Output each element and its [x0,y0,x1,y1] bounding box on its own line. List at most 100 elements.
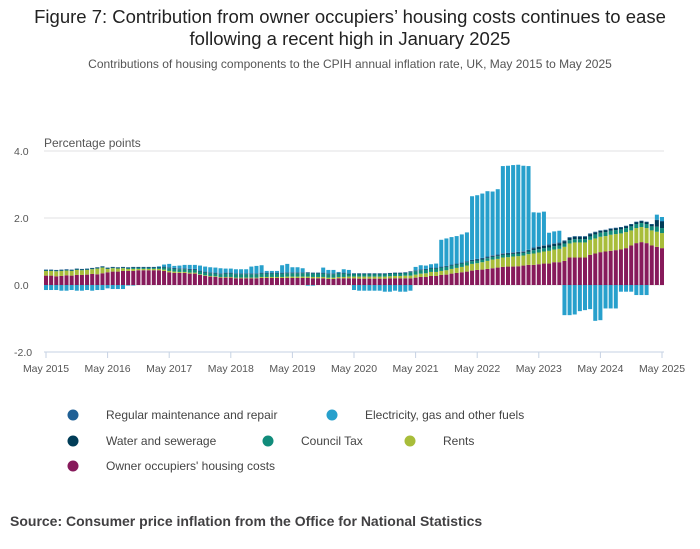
legend-item[interactable]: Water and sewerage [67,434,217,448]
bar-segment [59,270,64,276]
bar-segment [213,276,218,285]
bar-segment [588,239,593,255]
bar-segment [577,236,582,237]
bar-segment [203,271,208,273]
bar-segment [598,236,603,253]
bar-segment [613,227,618,229]
bar-segment [362,273,367,275]
bar-segment [305,273,310,277]
bar-segment [79,268,84,270]
bar-segment [583,285,587,311]
bar-segment [156,266,161,267]
bar-segment [403,272,408,274]
bar-segment [198,274,202,285]
bar-segment [64,270,69,276]
bar-segment [613,230,618,235]
bar-segment [198,265,202,271]
bar-segment [79,274,84,285]
bar-segment [593,253,598,285]
bar-segment [336,271,341,273]
bar-segment [434,275,439,285]
bar-segment [100,273,105,285]
bar-segment [352,278,356,285]
bar-segment [439,270,444,275]
bar-segment [506,253,510,255]
bar-segment [608,230,613,235]
bar-segment [115,267,120,269]
bar-segment [547,245,552,248]
bar-segment [126,270,131,285]
bar-segment [511,266,516,285]
bar-segment [557,243,562,246]
bar-segment [64,275,69,285]
bar-segment [223,268,228,273]
bar-segment [531,212,536,248]
bar-segment [136,267,141,268]
bar-segment [95,267,100,269]
bar-segment [541,245,546,249]
bar-segment [300,277,305,285]
bar-segment [367,276,372,279]
legend-item[interactable]: Owner occupiers' housing costs [67,459,276,473]
bar-segment [305,272,310,273]
bar-segment [249,273,254,274]
legend-item[interactable]: Regular maintenance and repair [67,408,278,422]
bar-segment [613,234,618,251]
bar-segment [105,267,110,269]
bar-segment [198,270,202,272]
bar-segment [239,277,244,279]
bar-segment [644,243,649,286]
bar-segment [275,276,279,278]
bar-segment [310,272,315,274]
bar-segment [167,267,172,268]
bar-segment [598,232,603,237]
bar-segment [352,285,356,291]
bar-segment [264,270,269,273]
bar-segment [362,278,367,285]
bar-segment [531,250,536,254]
bar-segment [172,272,177,285]
bar-segment [162,269,167,271]
bar-segment [187,269,192,270]
bar-segment [464,261,469,262]
bar-segment [90,285,95,291]
legend-item[interactable]: Council Tax [262,434,363,448]
bar-segment [521,252,526,256]
bar-segment [413,277,418,285]
bar-segment [74,269,79,275]
bar-segment [352,273,356,274]
bar-segment [275,277,279,285]
bar-segment [583,236,587,237]
bar-segment [618,227,623,230]
legend-item[interactable]: Electricity, gas and other fuels [326,408,525,422]
bar-segment [413,270,418,271]
bar-segment [74,268,79,270]
bar-segment [608,250,613,285]
bar-segment [305,272,310,274]
bar-segment [44,275,48,285]
bar-segment [198,271,202,275]
bar-segment [634,228,639,244]
legend-item[interactable]: Rents [404,434,475,448]
bar-segment [382,285,387,292]
bar-segment [264,272,269,274]
bar-segment [162,264,167,267]
bar-segment [203,275,208,276]
bar-segment [223,277,228,285]
bar-segment [213,273,218,277]
bar-segment [233,269,238,274]
bar-segment [126,268,131,271]
x-tick-label: May 2021 [393,363,439,375]
x-tick-label: May 2019 [269,363,315,375]
bar-segment [275,270,279,273]
bar-segment [182,269,187,272]
bar-segment [280,265,285,273]
bar-segment [156,266,161,268]
bar-segment [377,285,382,291]
bar-segment [336,272,341,274]
bar-segment [403,285,408,292]
bar-segment [398,285,403,292]
bar-segment [172,271,177,273]
bar-segment [280,277,285,285]
bar-segment [331,274,336,278]
